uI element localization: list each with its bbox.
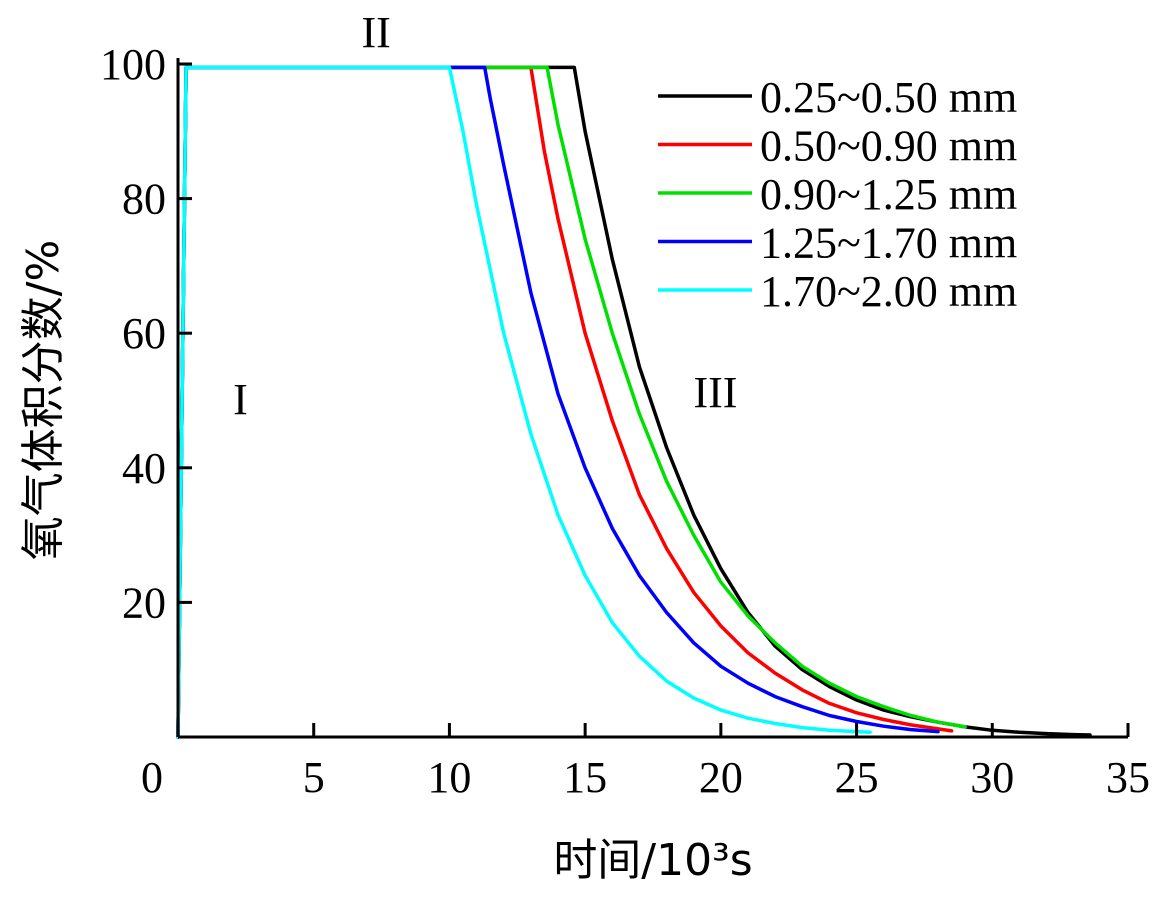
legend-label-2: 0.50~0.90 mm <box>760 122 1017 171</box>
y-tick-label: 100 <box>100 40 166 89</box>
x-tick-label: 10 <box>427 753 471 802</box>
x-tick-label: 20 <box>699 753 743 802</box>
series-line-1 <box>176 65 1092 739</box>
y-tick-label: 20 <box>122 578 166 627</box>
axes <box>176 58 1128 739</box>
y-axis-title: 氧气体积分数/% <box>18 240 69 561</box>
x-tick-label: 25 <box>835 753 879 802</box>
y-tick-label: 80 <box>122 175 166 224</box>
legend-label-4: 1.25~1.70 mm <box>760 219 1017 268</box>
x-tick-label: 35 <box>1106 753 1150 802</box>
x-tick-label: 5 <box>303 753 325 802</box>
x-tick-label: 0 <box>141 753 163 802</box>
region-label-1: I <box>233 375 248 424</box>
region-label-2: II <box>361 8 390 57</box>
plot-area <box>176 65 1092 739</box>
legend: 0.25~0.50 mm0.50~0.90 mm0.90~1.25 mm1.25… <box>658 73 1017 316</box>
y-tick-label: 40 <box>122 444 166 493</box>
series-line-5 <box>176 65 872 739</box>
x-axis-title: 时间/10³s <box>553 835 752 886</box>
series-line-4 <box>176 65 940 739</box>
series-line-3 <box>176 65 967 739</box>
series-line-2 <box>176 65 954 739</box>
x-tick-label: 15 <box>563 753 607 802</box>
y-tick-label: 60 <box>122 309 166 358</box>
legend-label-1: 0.25~0.50 mm <box>760 73 1017 122</box>
legend-label-3: 0.90~1.25 mm <box>760 170 1017 219</box>
tick-group: 0 5 10 15 20 25 30 35 20 40 60 80 100 <box>100 40 1150 802</box>
x-tick-label: 30 <box>970 753 1014 802</box>
region-label-3: III <box>693 368 737 417</box>
legend-label-5: 1.70~2.00 mm <box>760 267 1017 316</box>
